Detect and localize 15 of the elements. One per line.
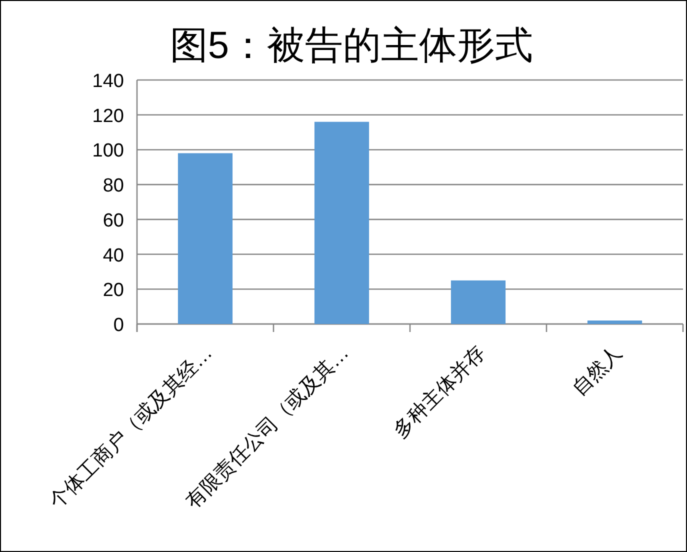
y-tick-label: 40 xyxy=(102,245,124,266)
chart-title: 图5：被告的主体形式 xyxy=(170,25,534,67)
bar xyxy=(314,122,370,324)
bar xyxy=(178,153,233,324)
y-tick-label: 140 xyxy=(92,71,124,92)
x-tick-label: 自然人 xyxy=(568,342,626,400)
y-tick-label: 100 xyxy=(92,140,124,162)
bar xyxy=(587,320,642,324)
y-tick-label: 120 xyxy=(92,106,124,127)
y-tick-label: 0 xyxy=(113,315,124,336)
y-tick-label: 60 xyxy=(102,210,124,232)
y-tick-label: 20 xyxy=(102,280,124,302)
x-tick-label: 多种主体并存 xyxy=(388,341,490,442)
bar xyxy=(450,280,506,324)
y-tick-label: 80 xyxy=(102,176,124,197)
